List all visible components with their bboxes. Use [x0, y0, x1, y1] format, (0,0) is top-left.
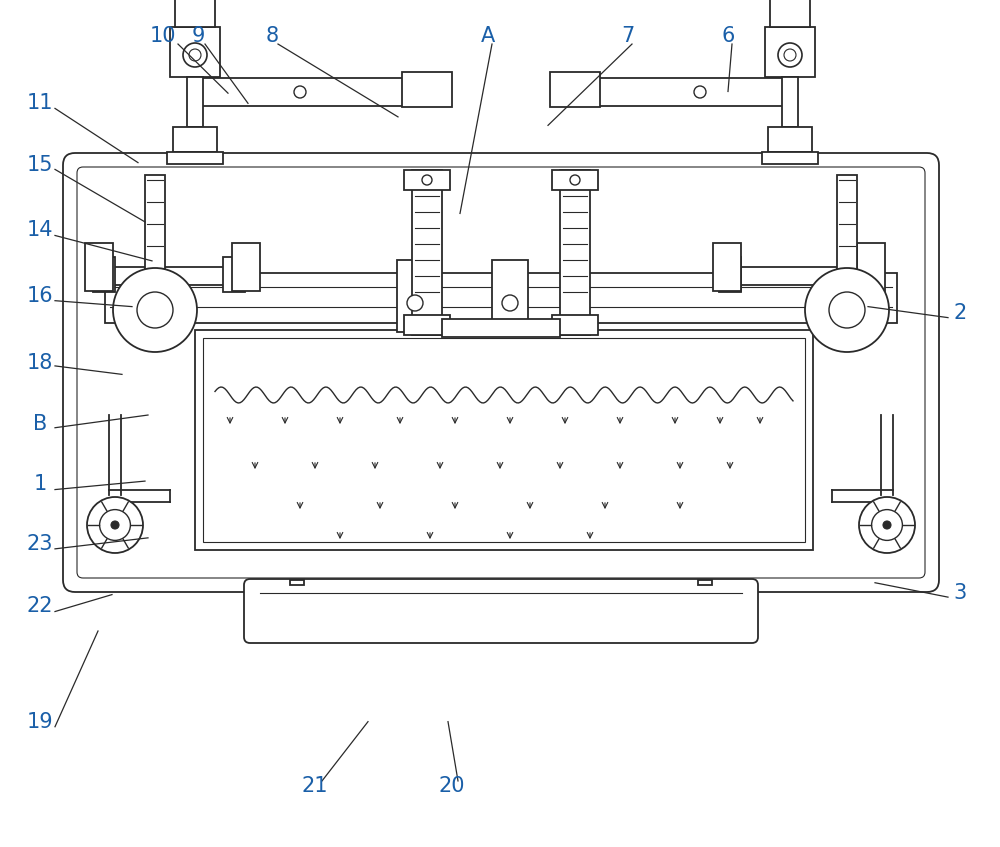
Text: 8: 8 — [265, 25, 279, 46]
Bar — [770, 0, 810, 27]
Circle shape — [778, 43, 802, 67]
Bar — [170, 27, 220, 77]
Bar — [442, 319, 560, 337]
Bar — [727, 267, 857, 285]
Bar — [713, 243, 741, 291]
Bar — [857, 243, 885, 291]
Circle shape — [859, 497, 915, 553]
Bar — [412, 170, 442, 335]
Text: 19: 19 — [27, 711, 53, 732]
Circle shape — [113, 268, 197, 352]
Bar — [492, 260, 528, 332]
Bar — [552, 78, 790, 106]
Bar — [837, 175, 857, 293]
Text: 21: 21 — [302, 776, 328, 796]
Circle shape — [502, 295, 518, 311]
Circle shape — [407, 295, 423, 311]
Text: B: B — [33, 413, 47, 434]
Text: 16: 16 — [27, 286, 53, 307]
Bar — [550, 72, 600, 107]
Bar — [145, 175, 165, 293]
Circle shape — [189, 49, 201, 61]
Bar — [187, 77, 203, 127]
Text: 6: 6 — [721, 25, 735, 46]
Text: 11: 11 — [27, 93, 53, 113]
Text: 15: 15 — [27, 155, 53, 175]
Text: 18: 18 — [27, 352, 53, 373]
Bar — [203, 338, 805, 542]
Circle shape — [784, 49, 796, 61]
Circle shape — [883, 521, 891, 529]
Bar — [404, 315, 450, 335]
Bar — [190, 78, 428, 106]
Text: 1: 1 — [33, 474, 47, 495]
Bar — [560, 170, 590, 335]
Bar — [762, 152, 818, 164]
Text: 10: 10 — [150, 25, 176, 46]
Circle shape — [137, 292, 173, 328]
Bar — [93, 257, 115, 292]
Bar — [782, 77, 798, 127]
Bar — [223, 257, 245, 292]
Circle shape — [294, 86, 306, 98]
Bar — [195, 330, 813, 550]
Bar — [232, 243, 260, 291]
FancyBboxPatch shape — [63, 153, 939, 592]
Circle shape — [111, 521, 119, 529]
Bar — [719, 257, 741, 292]
Circle shape — [100, 510, 130, 540]
Circle shape — [422, 175, 432, 185]
FancyBboxPatch shape — [244, 579, 758, 643]
Bar — [765, 27, 815, 77]
Bar — [552, 170, 598, 190]
Bar — [552, 315, 598, 335]
Circle shape — [872, 510, 902, 540]
Text: 9: 9 — [191, 25, 205, 46]
Bar — [167, 152, 223, 164]
Circle shape — [570, 175, 580, 185]
Bar — [698, 580, 712, 585]
Text: 14: 14 — [27, 220, 53, 241]
Text: 7: 7 — [621, 25, 635, 46]
Text: 23: 23 — [27, 534, 53, 554]
Bar — [100, 267, 230, 285]
Bar — [768, 127, 812, 152]
Bar — [397, 260, 433, 332]
Text: 2: 2 — [953, 303, 967, 324]
Bar — [175, 0, 215, 27]
Circle shape — [805, 268, 889, 352]
Bar — [173, 127, 217, 152]
Bar — [857, 257, 879, 292]
Bar — [85, 243, 113, 291]
Circle shape — [183, 43, 207, 67]
Text: 20: 20 — [439, 776, 465, 796]
Bar — [105, 273, 897, 323]
Text: 3: 3 — [953, 583, 967, 603]
Bar — [402, 72, 452, 107]
Text: 22: 22 — [27, 595, 53, 616]
Circle shape — [87, 497, 143, 553]
Text: A: A — [481, 25, 495, 46]
Bar — [404, 170, 450, 190]
Bar — [290, 580, 304, 585]
Circle shape — [829, 292, 865, 328]
Circle shape — [694, 86, 706, 98]
